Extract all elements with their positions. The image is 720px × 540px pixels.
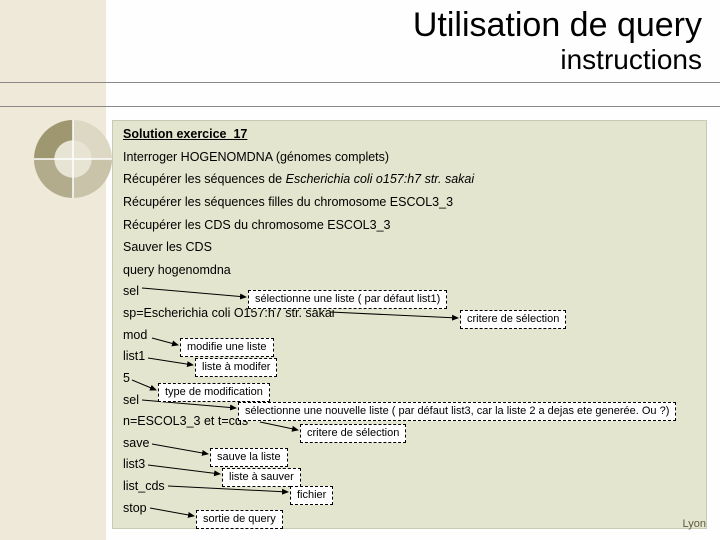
footer-text: Lyon [683, 518, 706, 530]
callout: sauve la liste [210, 448, 288, 467]
instruction-line: Récupérer les séquences filles du chromo… [123, 195, 696, 211]
command-line: save [123, 436, 696, 452]
instruction-text: Récupérer les séquences de [123, 172, 286, 186]
title-main: Utilisation de query [413, 6, 702, 45]
title-sub: instructions [560, 44, 702, 76]
command-line: query hogenomdna [123, 263, 696, 279]
callout: critere de sélection [300, 424, 406, 443]
header: Utilisation de query instructions [0, 0, 720, 106]
instruction-line: Récupérer les CDS du chromosome ESCOL3_3 [123, 218, 696, 234]
callout: modifie une liste [180, 338, 274, 357]
panel-heading: Solution exercice_17 [123, 127, 696, 143]
solution-panel: Solution exercice_17 Interroger HOGENOMD… [112, 120, 707, 529]
callout: type de modification [158, 383, 270, 402]
callout: liste à sauver [222, 468, 301, 487]
decorative-donut-icon [34, 120, 112, 198]
callout: liste à modifer [195, 358, 277, 377]
species-name: Escherichia coli o157:h7 str. sakai [286, 172, 475, 186]
divider-top [0, 82, 720, 83]
slide: Utilisation de query instructions Soluti… [0, 0, 720, 540]
instruction-line: Récupérer les séquences de Escherichia c… [123, 172, 696, 188]
command-line: list3 [123, 457, 696, 473]
callout: critere de sélection [460, 310, 566, 329]
callout: sélectionne une liste ( par défaut list1… [248, 290, 447, 309]
instruction-line: Interroger HOGENOMDNA (génomes complets) [123, 150, 696, 166]
instruction-line: Sauver les CDS [123, 240, 696, 256]
callout: sortie de query [196, 510, 283, 529]
callout: fichier [290, 486, 333, 505]
command-line: list_cds [123, 479, 696, 495]
divider-bottom [0, 106, 720, 107]
callout: sélectionne une nouvelle liste ( par déf… [238, 402, 676, 421]
